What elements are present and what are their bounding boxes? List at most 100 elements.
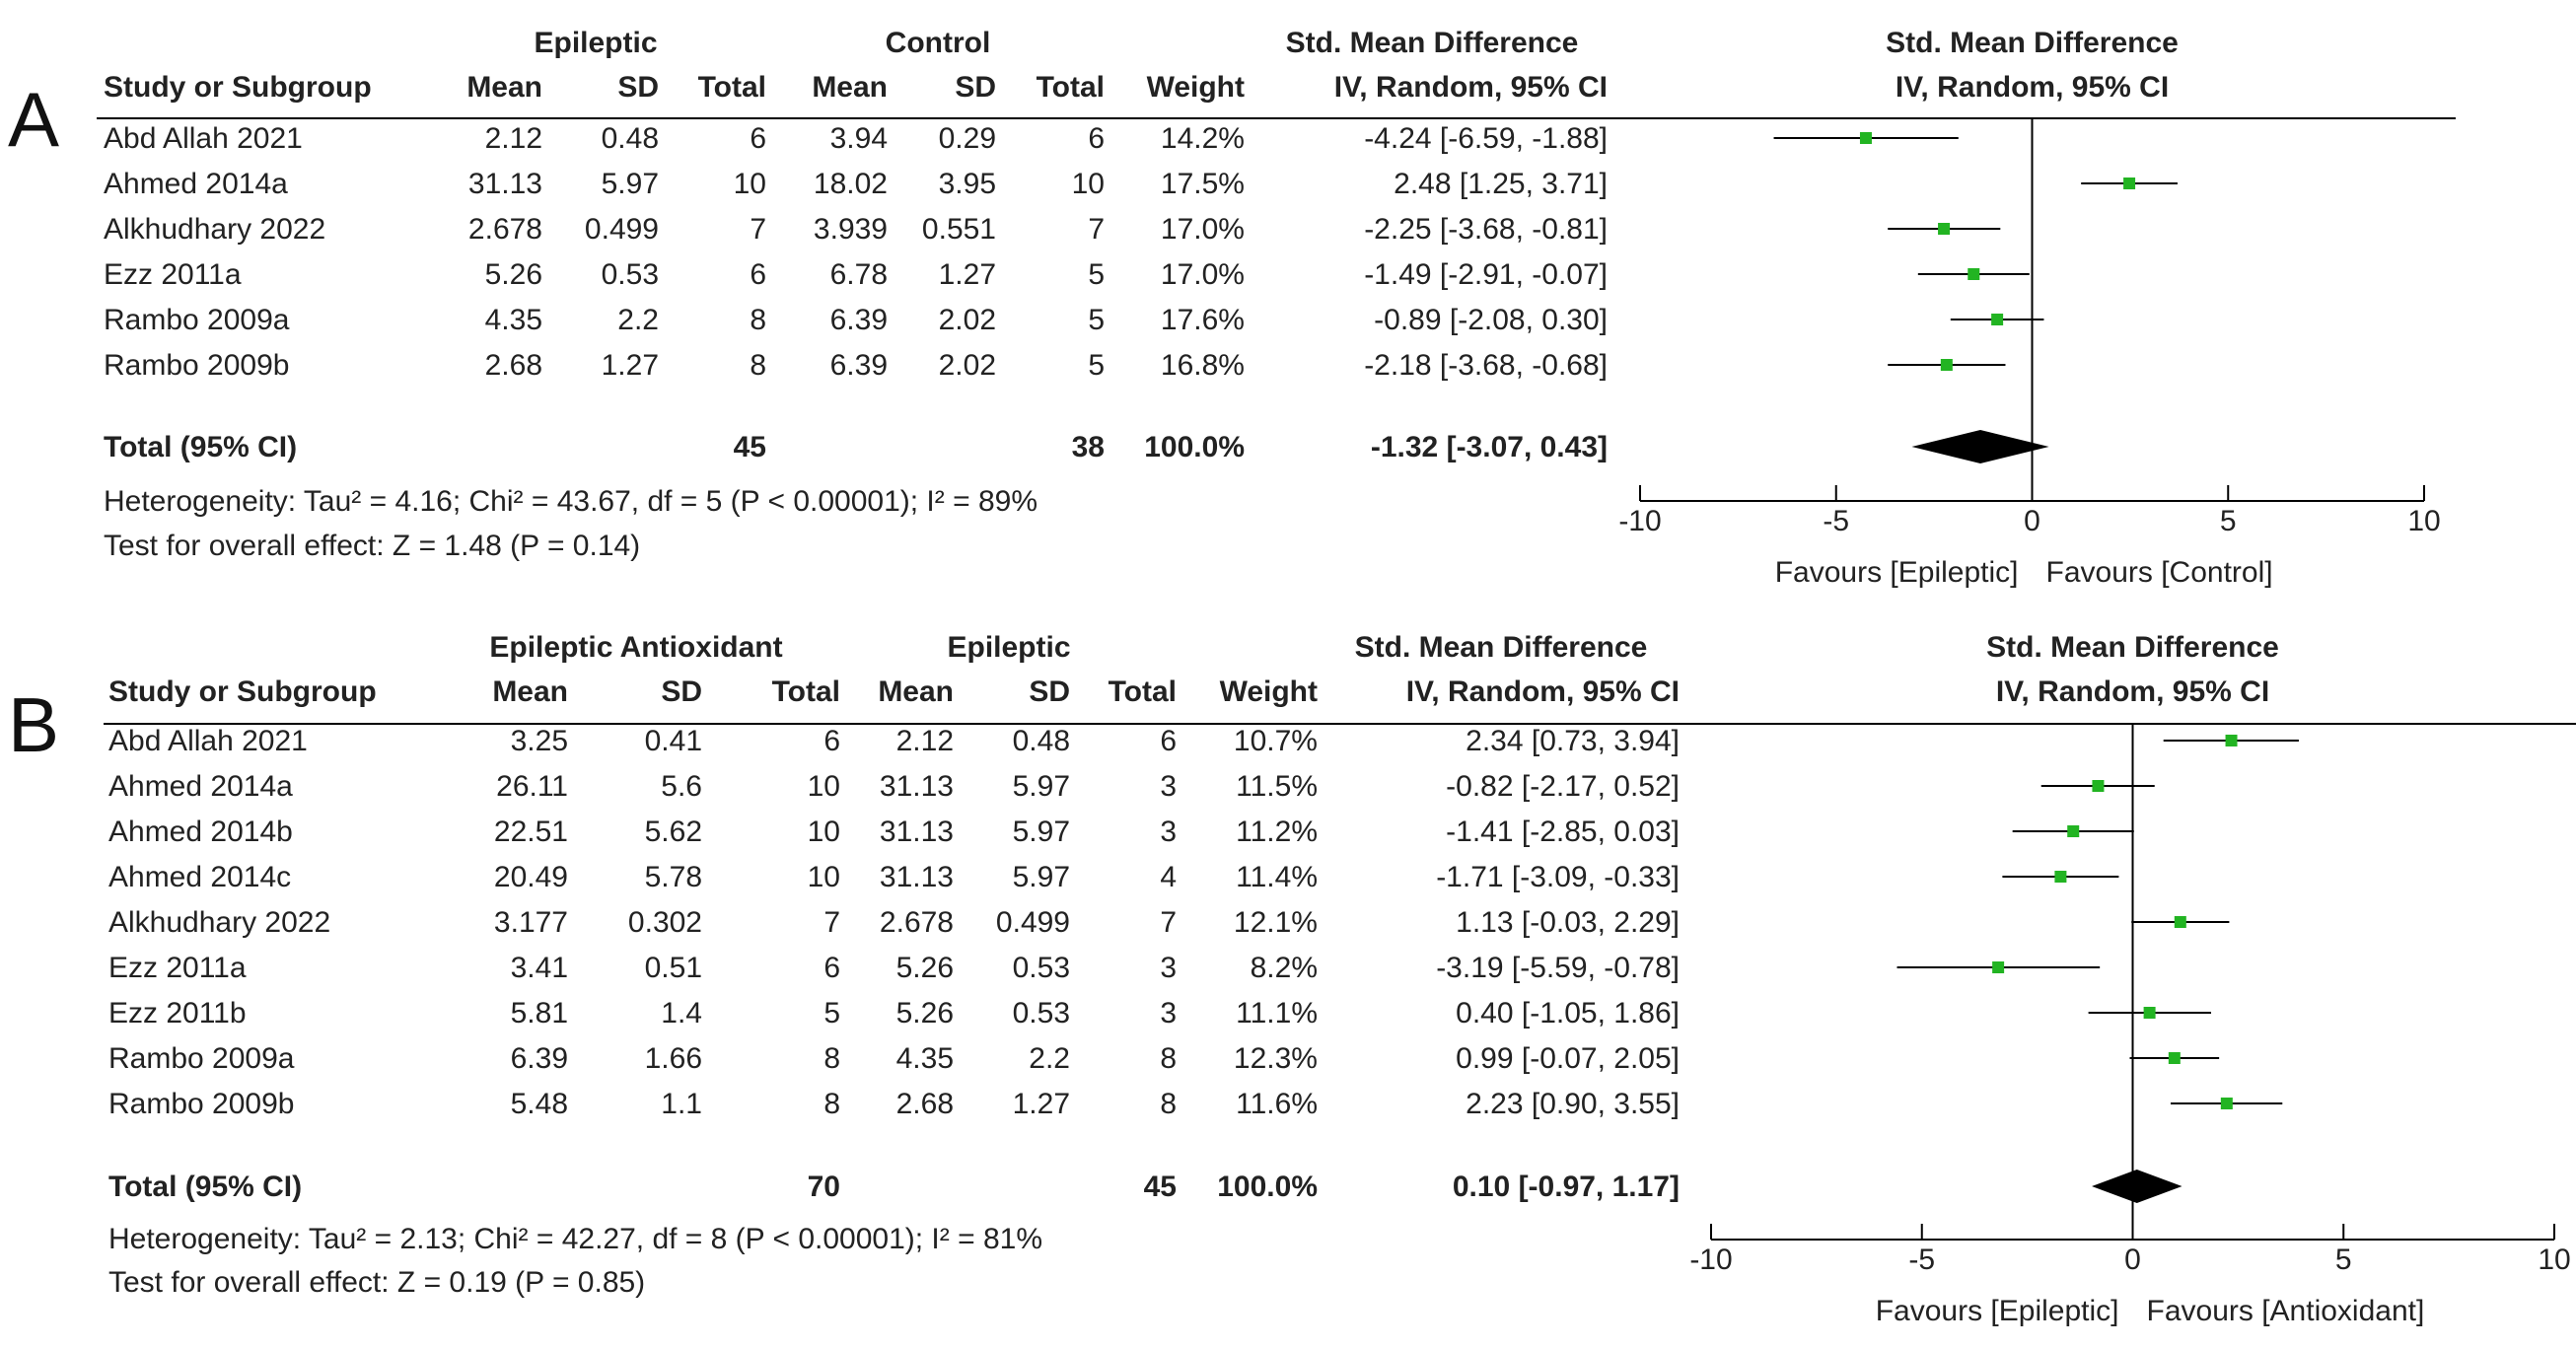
- weight-value: 17.6%: [1161, 304, 1245, 336]
- study-name: Alkhudhary 2022: [108, 906, 330, 939]
- effect-marker: [2174, 916, 2186, 928]
- total2-value: 3: [1160, 816, 1177, 848]
- effect-marker: [2225, 735, 2238, 746]
- study-name: Ahmed 2014a: [108, 770, 293, 803]
- panel-label: A: [8, 76, 59, 163]
- group1-label: Epileptic Antioxidant: [489, 631, 782, 664]
- ci-value: 2.48 [1.25, 3.71]: [1394, 168, 1608, 200]
- weight-value: 17.5%: [1161, 168, 1245, 200]
- mean2-value: 6.39: [830, 349, 888, 382]
- x-tick-label: 0: [2024, 505, 2040, 537]
- col-header-total2: Total: [1109, 675, 1177, 708]
- total2-value: 7: [1088, 213, 1105, 246]
- panel-label: B: [8, 681, 59, 768]
- total1-sum: 70: [808, 1171, 840, 1203]
- group1-label: Epileptic: [534, 27, 657, 59]
- ci-value: -1.49 [-2.91, -0.07]: [1364, 258, 1608, 291]
- study-name: Ezz 2011b: [108, 997, 247, 1030]
- effect-marker: [1859, 132, 1872, 144]
- weight-value: 11.5%: [1236, 770, 1318, 803]
- sd2-value: 5.97: [1013, 770, 1070, 803]
- col-header-sd2: SD: [955, 71, 996, 104]
- sd2-value: 0.551: [922, 213, 996, 246]
- mean2-value: 6.78: [830, 258, 888, 291]
- effect-marker: [1991, 314, 2004, 325]
- effect-marker: [2067, 825, 2080, 837]
- weight-value: 16.8%: [1161, 349, 1245, 382]
- total2-value: 3: [1160, 952, 1177, 984]
- x-tick-label: 10: [2538, 1243, 2570, 1276]
- mean1-value: 5.81: [511, 997, 568, 1030]
- weight-value: 8.2%: [1251, 952, 1318, 984]
- study-row: Ahmed 2014a 26.11 5.6 10 31.13 5.97 3 11.5% -0.8…: [108, 770, 2155, 803]
- sd2-value: 0.53: [1013, 952, 1070, 984]
- total2-value: 8: [1160, 1088, 1177, 1120]
- effect-marker: [2220, 1098, 2233, 1109]
- x-tick-label: 5: [2220, 505, 2237, 537]
- ci-value: -1.71 [-3.09, -0.33]: [1436, 861, 1680, 893]
- ci-value: 2.34 [0.73, 3.94]: [1466, 725, 1680, 757]
- sd1-value: 5.62: [645, 816, 702, 848]
- total-row: Total (95% CI) 70 45 100.0% 0.10 [-0.97, 1.1…: [108, 1170, 2182, 1203]
- mean2-value: 5.26: [896, 997, 954, 1030]
- mean2-value: 2.68: [896, 1088, 954, 1120]
- mean1-value: 6.39: [511, 1042, 568, 1075]
- total2-sum: 38: [1072, 431, 1105, 463]
- x-tick-label: -5: [1823, 505, 1849, 537]
- heterogeneity-text: Heterogeneity: Tau² = 2.13; Chi² = 42.27…: [108, 1223, 1042, 1255]
- sd2-value: 2.02: [939, 304, 996, 336]
- total2-value: 6: [1088, 122, 1105, 155]
- sd2-value: 2.02: [939, 349, 996, 382]
- sd2-value: 0.48: [1013, 725, 1070, 757]
- sd1-value: 0.41: [645, 725, 702, 757]
- mean2-value: 3.939: [814, 213, 888, 246]
- col-header-total1: Total: [698, 71, 766, 104]
- weight-value: 17.0%: [1161, 258, 1245, 291]
- mean1-value: 5.26: [485, 258, 542, 291]
- mean1-value: 2.678: [468, 213, 542, 246]
- study-name: Ahmed 2014c: [108, 861, 291, 893]
- col-header-total2: Total: [1037, 71, 1105, 104]
- col-header-mean2: Mean: [878, 675, 954, 708]
- plot-title: Std. Mean Difference: [1886, 27, 2179, 59]
- group2-label: Epileptic: [947, 631, 1070, 664]
- sd1-value: 0.302: [628, 906, 702, 939]
- sd1-value: 5.6: [661, 770, 702, 803]
- col-header-mean1: Mean: [492, 675, 568, 708]
- total1-value: 6: [750, 122, 766, 155]
- sd2-value: 1.27: [939, 258, 996, 291]
- x-tick-label: -5: [1908, 1243, 1935, 1276]
- sd1-value: 0.53: [602, 258, 659, 291]
- x-tick-label: 5: [2335, 1243, 2352, 1276]
- sd1-value: 5.78: [645, 861, 702, 893]
- total2-value: 4: [1160, 861, 1177, 893]
- total2-value: 5: [1088, 304, 1105, 336]
- total1-value: 8: [750, 304, 766, 336]
- ci-value: -2.25 [-3.68, -0.81]: [1364, 213, 1608, 246]
- total2-value: 5: [1088, 258, 1105, 291]
- sd2-value: 2.2: [1029, 1042, 1070, 1075]
- mean2-value: 4.35: [896, 1042, 954, 1075]
- sd2-value: 1.27: [1013, 1088, 1070, 1120]
- ci-value: -1.41 [-2.85, 0.03]: [1446, 816, 1680, 848]
- col-header-sd1: SD: [661, 675, 702, 708]
- x-tick-label: -10: [1689, 1243, 1732, 1276]
- forest-panel-a: A Epileptic Control Std. Mean Difference Std…: [8, 27, 2456, 589]
- sd2-value: 0.53: [1013, 997, 1070, 1030]
- mean1-value: 3.177: [494, 906, 568, 939]
- mean1-value: 2.12: [485, 122, 542, 155]
- mean1-value: 2.68: [485, 349, 542, 382]
- favours-right-label: Favours [Control]: [2046, 556, 2273, 589]
- overall-effect-text: Test for overall effect: Z = 1.48 (P = 0…: [104, 530, 640, 562]
- mean2-value: 31.13: [880, 816, 954, 848]
- study-name: Ezz 2011a: [104, 258, 242, 291]
- mean2-value: 2.12: [896, 725, 954, 757]
- col-header-total1: Total: [772, 675, 840, 708]
- effect-marker: [2168, 1052, 2181, 1064]
- study-name: Rambo 2009b: [104, 349, 289, 382]
- group2-label: Control: [886, 27, 991, 59]
- total1-value: 10: [808, 770, 840, 803]
- effect-marker: [1968, 268, 1980, 280]
- mean2-value: 6.39: [830, 304, 888, 336]
- mean1-value: 22.51: [494, 816, 568, 848]
